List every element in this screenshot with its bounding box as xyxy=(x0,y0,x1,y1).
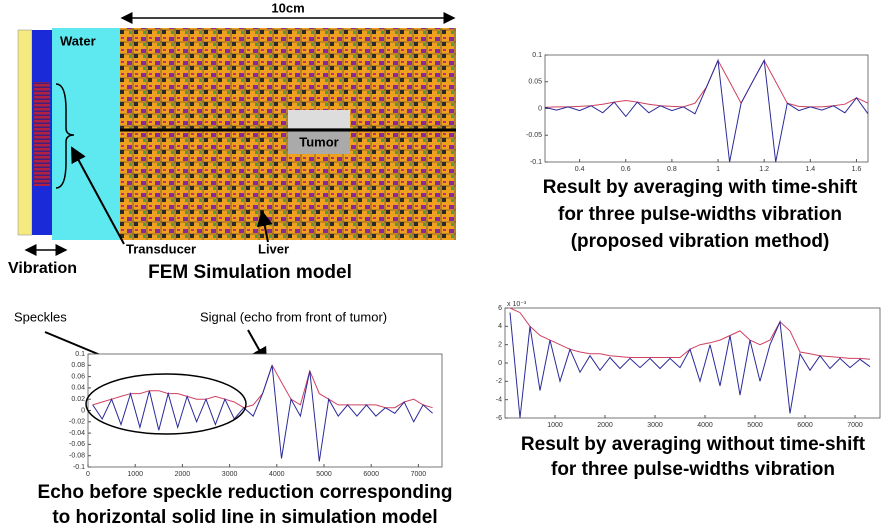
plot-frame xyxy=(87,353,443,468)
transducer-pointer xyxy=(71,146,125,245)
x-tick-label: 6000 xyxy=(363,471,379,478)
chart-caption: for three pulse-widths vibration xyxy=(551,459,835,480)
x-tick-label: 1 xyxy=(716,166,720,173)
y-tick-label: 0.1 xyxy=(75,351,85,358)
liver-label: Liver xyxy=(258,241,289,256)
chart-caption: for three pulse-widths vibration xyxy=(558,204,842,225)
y-tick-label: 0.02 xyxy=(71,396,85,403)
y-tick-label: 0.08 xyxy=(71,362,85,369)
x-tick-label: 3000 xyxy=(222,471,238,478)
y-tick-label: -2 xyxy=(496,378,502,385)
x-tick-label: 6000 xyxy=(797,422,813,429)
x-tick-label: 7000 xyxy=(411,471,427,478)
signal-line xyxy=(92,365,433,462)
x-tick-label: 1000 xyxy=(127,471,143,478)
y-tick-label: 2 xyxy=(498,342,502,349)
y-tick-label: -6 xyxy=(496,415,502,422)
y-tick-label: -0.05 xyxy=(526,132,542,139)
y-tick-label: -0.04 xyxy=(69,430,85,437)
y-tick-label: 0 xyxy=(81,407,85,414)
y-tick-label: 6 xyxy=(498,305,502,312)
x-tick-label: 0 xyxy=(86,471,90,478)
chart-caption: Echo before speckle reduction correspond… xyxy=(38,482,453,503)
y-tick-label: -0.08 xyxy=(69,453,85,460)
transducer-elements xyxy=(34,82,50,186)
water xyxy=(52,28,120,240)
y-tick-label: 0.04 xyxy=(71,385,85,392)
backing xyxy=(17,29,33,236)
x-tick-label: 1.2 xyxy=(759,166,769,173)
transducer-label: Transducer xyxy=(126,241,196,256)
y-tick-label: -0.06 xyxy=(69,441,85,448)
y-tick-label: -0.02 xyxy=(69,419,85,426)
y-tick-label: -0.1 xyxy=(530,159,542,166)
x-tick-label: 2000 xyxy=(175,471,191,478)
chart-caption: Result by averaging with time-shift xyxy=(543,177,858,198)
x-tick-label: 3000 xyxy=(647,422,663,429)
y-tick-label: -0.1 xyxy=(73,464,85,471)
y-tick-label: 0.05 xyxy=(528,79,542,86)
x-tick-label: 1.6 xyxy=(852,166,862,173)
brace xyxy=(55,83,75,189)
x-tick-label: 0.4 xyxy=(575,166,585,173)
chart-caption: to horizontal solid line in simulation m… xyxy=(52,507,437,528)
x-tick-label: 2000 xyxy=(597,422,613,429)
chart-caption: (proposed vibration method) xyxy=(571,231,830,252)
plot-frame xyxy=(544,54,869,163)
speckles-label: Speckles xyxy=(14,309,67,324)
tumor-label: Tumor xyxy=(299,134,338,149)
x-tick-label: 0.6 xyxy=(621,166,631,173)
vibration-label: Vibration xyxy=(8,260,77,277)
x-tick-label: 7000 xyxy=(847,422,863,429)
water-label: Water xyxy=(60,33,96,48)
y-tick-label: -4 xyxy=(496,397,502,404)
x-tick-label: 4000 xyxy=(697,422,713,429)
signal-label: Signal (echo from front of tumor) xyxy=(200,309,387,324)
x-tick-label: 5000 xyxy=(747,422,763,429)
y-tick-label: 0.06 xyxy=(71,373,85,380)
y-tick-label: 4 xyxy=(498,323,502,330)
x-tick-label: 0.8 xyxy=(667,166,677,173)
signal-line xyxy=(509,312,871,419)
y-tick-label: 0.1 xyxy=(532,52,542,59)
chart-caption: Result by averaging without time-shift xyxy=(521,434,866,455)
diagram-caption: FEM Simulation model xyxy=(148,262,352,283)
signal-line xyxy=(544,58,869,163)
y-multiplier: x 10⁻³ xyxy=(507,301,527,308)
x-tick-label: 1000 xyxy=(547,422,563,429)
y-tick-label: 0 xyxy=(498,360,502,367)
x-tick-label: 5000 xyxy=(316,471,332,478)
liver-pointer xyxy=(256,210,273,243)
x-tick-label: 1.4 xyxy=(805,166,815,173)
plot-frame xyxy=(504,307,881,419)
x-tick-label: 4000 xyxy=(269,471,285,478)
tumor-top xyxy=(288,110,350,128)
width-label: 10cm xyxy=(271,0,304,15)
y-tick-label: 0 xyxy=(538,105,542,112)
speckles-ellipse xyxy=(85,373,247,435)
